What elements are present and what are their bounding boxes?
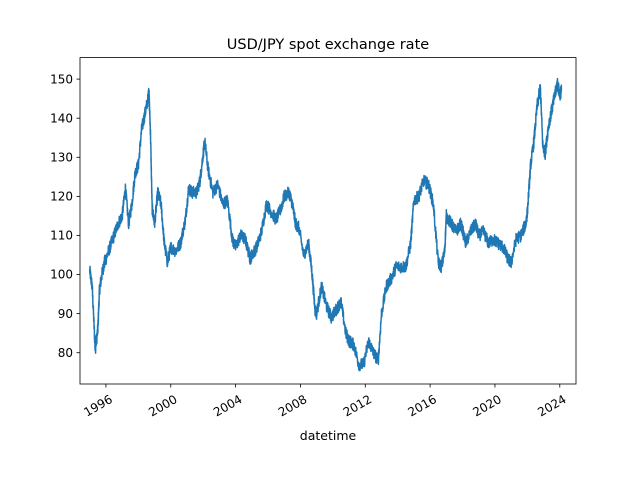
series-line: [88, 77, 563, 372]
chart-title: USD/JPY spot exchange rate: [227, 37, 429, 53]
y-tick-label: 100: [50, 268, 73, 282]
y-tick-label: 80: [58, 346, 73, 360]
y-tick-label: 110: [50, 229, 73, 243]
y-tick-label: 140: [50, 111, 73, 125]
y-tick-label: 90: [58, 307, 73, 321]
y-tick-label: 130: [50, 150, 73, 164]
y-axis: 80 90 100 110 120 130 140 150: [50, 72, 80, 360]
y-tick-label: 150: [50, 72, 73, 86]
plot-frame: [79, 57, 577, 385]
y-tick-label: 120: [50, 190, 73, 204]
x-axis-label: datetime: [300, 428, 357, 443]
